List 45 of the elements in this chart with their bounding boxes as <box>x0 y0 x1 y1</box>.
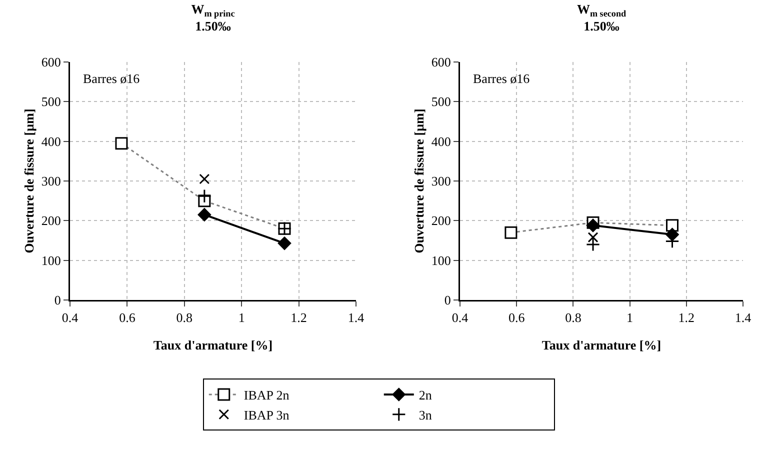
chart-title: W$_{m princ}$ <box>191 2 235 18</box>
x-tick-label: 0.8 <box>176 310 193 326</box>
x-tick-label: 1.4 <box>734 310 752 326</box>
x-tick-label: 1.4 <box>348 310 365 326</box>
y-tick-label: 200 <box>431 213 451 228</box>
x-axis-title: Taux d'armature [%] <box>153 338 273 352</box>
x-tick-label: 0.8 <box>565 310 582 326</box>
y-tick-label: 300 <box>41 174 61 189</box>
x-tick-label: 0.4 <box>452 310 469 326</box>
y-tick-label: 500 <box>41 94 61 110</box>
y-tick-label: 400 <box>431 134 451 149</box>
x-axis-title: Taux d'armature [%] <box>542 338 662 352</box>
point <box>197 189 212 204</box>
legend-label: 2n <box>418 388 432 403</box>
x-tick-label: 0.6 <box>119 310 136 326</box>
x-tick-label: 1 <box>238 310 245 326</box>
point <box>199 174 210 184</box>
y-tick-label: 300 <box>431 174 451 189</box>
annotation: Barres ø16 <box>83 71 140 86</box>
legend-label: IBAP 2n <box>244 388 290 403</box>
y-tick-label: 100 <box>431 252 451 268</box>
y-tick-label: 0 <box>444 292 451 308</box>
x-tick-label: 0.6 <box>508 310 526 326</box>
point <box>586 218 600 232</box>
y-tick-label: 600 <box>431 54 451 70</box>
chart-subtitle: 1.50‰ <box>584 18 620 34</box>
y-tick-label: 400 <box>41 134 61 149</box>
x-tick-label: 0.4 <box>62 310 79 326</box>
chart-title: W$_{m second}$ <box>576 2 626 18</box>
x-tick-label: 1 <box>626 310 634 326</box>
y-tick-label: 200 <box>41 213 61 228</box>
annotation: Barres ø16 <box>473 71 530 86</box>
y-tick-label: 500 <box>431 94 451 110</box>
chart-subtitle: 1.50‰ <box>195 18 231 34</box>
x-tick-label: 1.2 <box>678 310 695 326</box>
legend-label: 3n <box>418 407 432 422</box>
point <box>198 208 212 222</box>
y-tick-label: 100 <box>41 252 61 268</box>
y-axis-title: Ouverture de fissure [µm] <box>22 108 36 254</box>
legend-label: IBAP 3n <box>244 407 290 422</box>
y-tick-label: 600 <box>41 54 61 70</box>
y-axis-title: Ouverture de fissure [µm] <box>412 108 426 254</box>
point <box>278 236 292 250</box>
y-tick-label: 0 <box>54 292 61 308</box>
x-tick-label: 1.2 <box>290 310 307 326</box>
